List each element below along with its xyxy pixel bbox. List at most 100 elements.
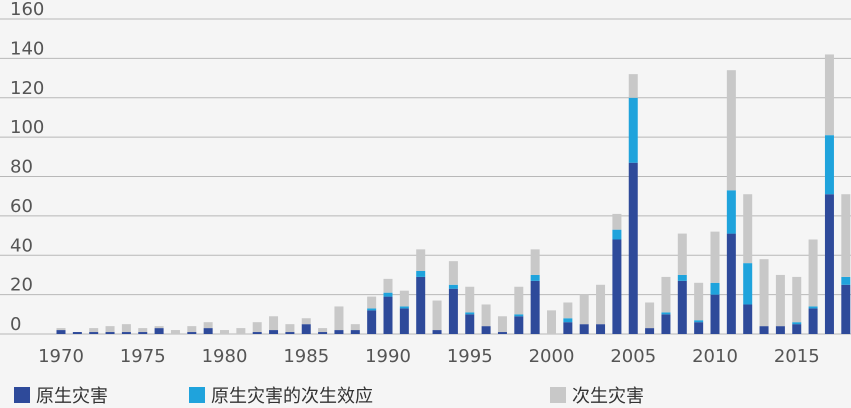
bar-segment-1992-s0 (416, 276, 426, 334)
grid-layer: 0 20 40 60 80 100 120 140 160 (0, 0, 851, 335)
bar-segment-2017-s1 (824, 135, 834, 195)
bar-segment-2018-s1 (841, 276, 851, 285)
bar-segment-2010-s1 (710, 282, 720, 295)
bar-segment-1990-s1 (383, 292, 393, 297)
y-tick-label: 80 (10, 157, 33, 178)
bar-segment-1999-s2 (530, 249, 540, 275)
legend-label-1: 原生灾害的次生效应 (211, 386, 373, 407)
legend-label-2: 次生灾害 (572, 386, 644, 407)
bars-layer (56, 54, 851, 334)
bar-segment-1988-s0 (350, 330, 360, 334)
x-tick-label: 1980 (202, 346, 248, 367)
bar-segment-2006-s0 (645, 328, 655, 334)
bar-segment-1975-s0 (138, 332, 148, 334)
bar-segment-1991-s2 (399, 290, 409, 307)
bar-segment-1996-s0 (481, 326, 491, 334)
bar-segment-1990-s0 (383, 296, 393, 334)
bar-segment-1995-s2 (465, 286, 475, 313)
x-tick-label: 2005 (610, 346, 656, 367)
legend-swatch-2 (550, 387, 566, 403)
bar-segment-1978-s2 (187, 326, 197, 333)
x-tick-label: 2010 (692, 346, 738, 367)
bar-segment-1980-s2 (220, 330, 229, 334)
bar-segment-2004-s2 (612, 213, 622, 230)
bar-segment-1970-s2 (56, 328, 66, 331)
bar-segment-1976-s2 (154, 326, 164, 329)
bar-segment-2018-s0 (841, 284, 851, 334)
bar-segment-1994-s1 (448, 284, 458, 289)
bar-segment-1985-s0 (301, 324, 311, 334)
bar-segment-1971-s0 (72, 332, 82, 334)
x-tick-label: 2015 (774, 346, 820, 367)
bar-segment-2012-s1 (743, 263, 753, 305)
bar-segment-1998-s2 (514, 286, 524, 315)
bar-segment-2013-s2 (759, 259, 769, 327)
bar-segment-1972-s2 (89, 328, 99, 333)
bar-segment-2016-s0 (808, 308, 818, 334)
bar-segment-2008-s1 (677, 274, 687, 281)
bar-segment-2017-s0 (824, 194, 834, 334)
legend-swatch-0 (14, 387, 30, 403)
bar-segment-1982-s0 (252, 332, 262, 334)
bar-segment-2006-s2 (645, 302, 655, 329)
bar-segment-2011-s0 (726, 233, 736, 334)
y-tick-label: 20 (10, 275, 33, 296)
bar-segment-2004-s0 (612, 239, 622, 334)
x-tick-label: 1995 (447, 346, 493, 367)
x-tick-label: 2000 (529, 346, 575, 367)
bar-segment-2014-s2 (775, 274, 785, 327)
y-tick-label: 140 (10, 38, 44, 59)
bar-segment-2005-s1 (628, 97, 638, 163)
y-tick-label: 160 (10, 0, 44, 20)
bar-segment-2002-s2 (579, 294, 589, 325)
bar-segment-1997-s0 (497, 332, 507, 334)
bar-segment-2010-s2 (710, 231, 720, 283)
bar-segment-1979-s0 (203, 328, 213, 334)
bar-segment-2017-s2 (824, 54, 834, 136)
bar-segment-2001-s0 (563, 322, 573, 334)
bar-segment-1982-s2 (252, 322, 262, 333)
bar-segment-1984-s0 (285, 332, 295, 334)
bar-segment-1989-s0 (367, 310, 377, 334)
bar-segment-2012-s0 (743, 304, 753, 334)
bar-segment-2012-s2 (743, 194, 753, 264)
bar-segment-2007-s1 (661, 312, 671, 315)
legend-label-0: 原生灾害 (36, 386, 108, 407)
bar-segment-1992-s2 (416, 249, 426, 271)
bar-segment-2002-s0 (579, 324, 589, 334)
bar-segment-1973-s0 (105, 332, 115, 334)
x-tick-label: 1985 (283, 346, 329, 367)
bar-segment-1994-s2 (448, 261, 458, 285)
bar-segment-2007-s0 (661, 314, 671, 334)
legend: 原生灾害 原生灾害的次生效应 次生灾害 (14, 386, 644, 407)
bar-segment-1998-s1 (514, 314, 524, 317)
bar-segment-2005-s2 (628, 74, 638, 98)
bar-segment-2015-s0 (792, 324, 802, 334)
bar-segment-1994-s0 (448, 288, 458, 334)
bar-segment-1993-s0 (432, 330, 442, 334)
bar-segment-1996-s2 (481, 304, 491, 327)
bar-segment-2009-s1 (694, 320, 704, 323)
bar-segment-1973-s2 (105, 326, 115, 333)
bar-segment-1992-s1 (416, 271, 426, 277)
bar-segment-2015-s2 (792, 276, 802, 323)
bar-segment-2016-s1 (808, 306, 818, 309)
x-tick-label: 1975 (120, 346, 166, 367)
bar-segment-1998-s0 (514, 316, 524, 334)
y-tick-label: 40 (10, 235, 33, 256)
bar-segment-1999-s1 (530, 274, 540, 281)
x-tick-label: 1990 (365, 346, 411, 367)
bar-segment-2008-s0 (677, 280, 687, 334)
bar-segment-2007-s2 (661, 276, 671, 313)
bar-segment-1979-s2 (203, 322, 213, 329)
bar-segment-1974-s2 (121, 324, 131, 333)
bar-segment-2010-s0 (710, 294, 720, 334)
x-tick-label: 1970 (38, 346, 84, 367)
bar-segment-1985-s2 (301, 318, 311, 325)
bar-segment-1988-s2 (350, 324, 360, 331)
bar-segment-1991-s0 (399, 308, 409, 334)
bar-segment-2008-s2 (677, 233, 687, 275)
bar-segment-2001-s1 (563, 318, 573, 323)
bar-segment-1995-s1 (465, 312, 475, 315)
